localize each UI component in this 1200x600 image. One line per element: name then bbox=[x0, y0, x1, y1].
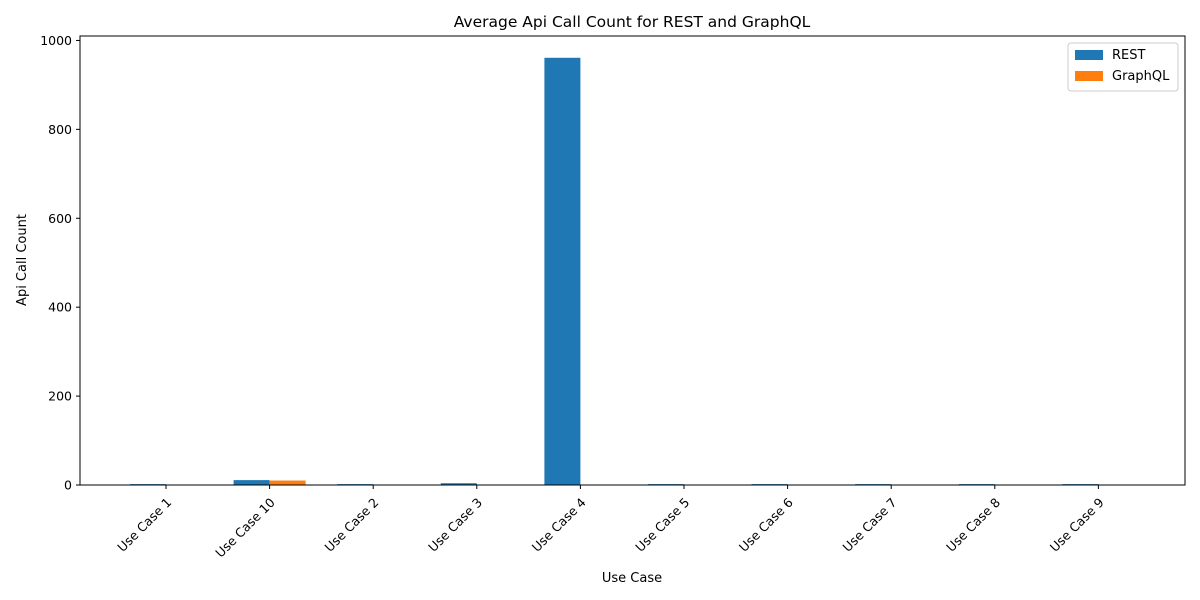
x-tick-label: Use Case 2 bbox=[322, 495, 382, 555]
y-tick-label: 0 bbox=[64, 478, 72, 493]
x-axis-label: Use Case bbox=[602, 571, 662, 586]
x-tick-label: Use Case 8 bbox=[943, 495, 1003, 555]
bar-rest-use-case-10 bbox=[233, 480, 270, 485]
y-tick-label: 400 bbox=[48, 300, 72, 315]
x-axis: Use Case 1 Use Case 10 Use Case 2 Use Case … bbox=[114, 485, 1107, 561]
bar-rest-use-case-3 bbox=[440, 483, 477, 485]
legend: REST GraphQL bbox=[1067, 42, 1179, 92]
x-tick-label: Use Case 3 bbox=[425, 495, 485, 555]
bars-layer bbox=[130, 57, 1135, 485]
y-tick-label: 800 bbox=[48, 122, 72, 137]
y-tick-label: 200 bbox=[48, 389, 72, 404]
legend-swatch-rest bbox=[1075, 50, 1103, 60]
x-tick-label: Use Case 10 bbox=[212, 495, 278, 561]
bar-graphql-use-case-10 bbox=[269, 480, 306, 485]
x-tick-label: Use Case 6 bbox=[736, 495, 796, 555]
x-tick-label: Use Case 4 bbox=[529, 495, 589, 555]
chart-title: Average Api Call Count for REST and Grap… bbox=[454, 13, 811, 31]
y-tick-label: 1000 bbox=[40, 33, 72, 48]
legend-swatch-graphql bbox=[1075, 71, 1103, 81]
y-axis: 0 200 400 600 800 1000 bbox=[40, 33, 80, 493]
y-axis-label: Api Call Count bbox=[15, 214, 30, 306]
legend-label-rest: REST bbox=[1112, 48, 1145, 63]
x-tick-label: Use Case 1 bbox=[114, 495, 174, 555]
x-tick-label: Use Case 9 bbox=[1047, 495, 1107, 555]
x-tick-label: Use Case 7 bbox=[840, 495, 900, 555]
y-tick-label: 600 bbox=[48, 211, 72, 226]
x-tick-label: Use Case 5 bbox=[632, 495, 692, 555]
legend-label-graphql: GraphQL bbox=[1112, 69, 1170, 84]
plot-frame bbox=[79, 35, 1186, 486]
bar-rest-use-case-4 bbox=[544, 57, 581, 485]
